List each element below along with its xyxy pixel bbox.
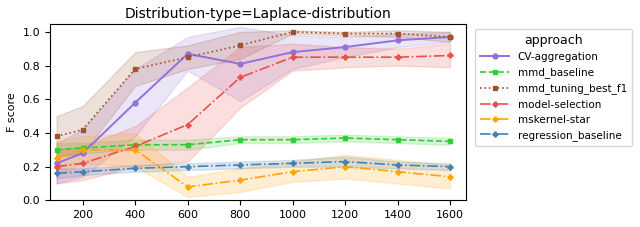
mskernel-star — [131, 148, 139, 151]
CV-aggregation — [394, 39, 401, 42]
CV-aggregation — [131, 101, 139, 104]
mskernel-star — [394, 170, 401, 173]
regression_baseline — [236, 164, 244, 166]
model-selection — [184, 123, 191, 126]
mskernel-star — [79, 148, 86, 151]
mskernel-star — [236, 179, 244, 181]
regression_baseline — [341, 160, 349, 163]
regression_baseline — [289, 162, 296, 165]
Legend: CV-aggregation, mmd_baseline, mmd_tuning_best_f1, model-selection, mskernel-star: CV-aggregation, mmd_baseline, mmd_tuning… — [475, 29, 632, 146]
mmd_tuning_best_f1 — [131, 68, 139, 70]
mmd_tuning_best_f1 — [341, 32, 349, 35]
regression_baseline — [79, 170, 86, 173]
Line: mmd_tuning_best_f1: mmd_tuning_best_f1 — [54, 30, 452, 138]
mskernel-star — [52, 157, 60, 160]
model-selection — [446, 54, 454, 57]
CV-aggregation — [236, 63, 244, 65]
CV-aggregation — [184, 52, 191, 55]
mmd_baseline — [446, 140, 454, 143]
mmd_baseline — [52, 148, 60, 151]
model-selection — [341, 56, 349, 59]
regression_baseline — [184, 165, 191, 168]
Y-axis label: F score: F score — [7, 92, 17, 132]
Title: Distribution-type=Laplace-distribution: Distribution-type=Laplace-distribution — [124, 7, 391, 21]
CV-aggregation — [289, 51, 296, 54]
mmd_baseline — [394, 138, 401, 141]
CV-aggregation — [446, 36, 454, 38]
mmd_tuning_best_f1 — [289, 31, 296, 33]
model-selection — [79, 162, 86, 165]
mmd_tuning_best_f1 — [52, 135, 60, 138]
CV-aggregation — [52, 162, 60, 165]
Line: regression_baseline: regression_baseline — [54, 159, 452, 176]
mmd_baseline — [79, 147, 86, 150]
CV-aggregation — [79, 152, 86, 155]
model-selection — [131, 145, 139, 148]
Line: model-selection: model-selection — [54, 53, 452, 169]
mmd_tuning_best_f1 — [79, 128, 86, 131]
mmd_tuning_best_f1 — [184, 56, 191, 59]
model-selection — [394, 56, 401, 59]
mskernel-star — [341, 165, 349, 168]
Line: CV-aggregation: CV-aggregation — [54, 35, 452, 166]
mskernel-star — [184, 185, 191, 188]
mskernel-star — [289, 170, 296, 173]
mskernel-star — [446, 175, 454, 178]
model-selection — [236, 76, 244, 79]
mmd_tuning_best_f1 — [394, 32, 401, 35]
model-selection — [289, 56, 296, 59]
Line: mmd_baseline: mmd_baseline — [54, 136, 452, 152]
mmd_baseline — [289, 138, 296, 141]
Line: mskernel-star: mskernel-star — [54, 147, 452, 189]
mmd_baseline — [131, 143, 139, 146]
regression_baseline — [131, 167, 139, 170]
mmd_tuning_best_f1 — [446, 36, 454, 38]
regression_baseline — [394, 164, 401, 166]
mmd_baseline — [341, 137, 349, 139]
model-selection — [52, 165, 60, 168]
mmd_baseline — [184, 143, 191, 146]
mmd_tuning_best_f1 — [236, 44, 244, 47]
regression_baseline — [52, 172, 60, 175]
CV-aggregation — [341, 46, 349, 48]
mmd_baseline — [236, 138, 244, 141]
regression_baseline — [446, 165, 454, 168]
